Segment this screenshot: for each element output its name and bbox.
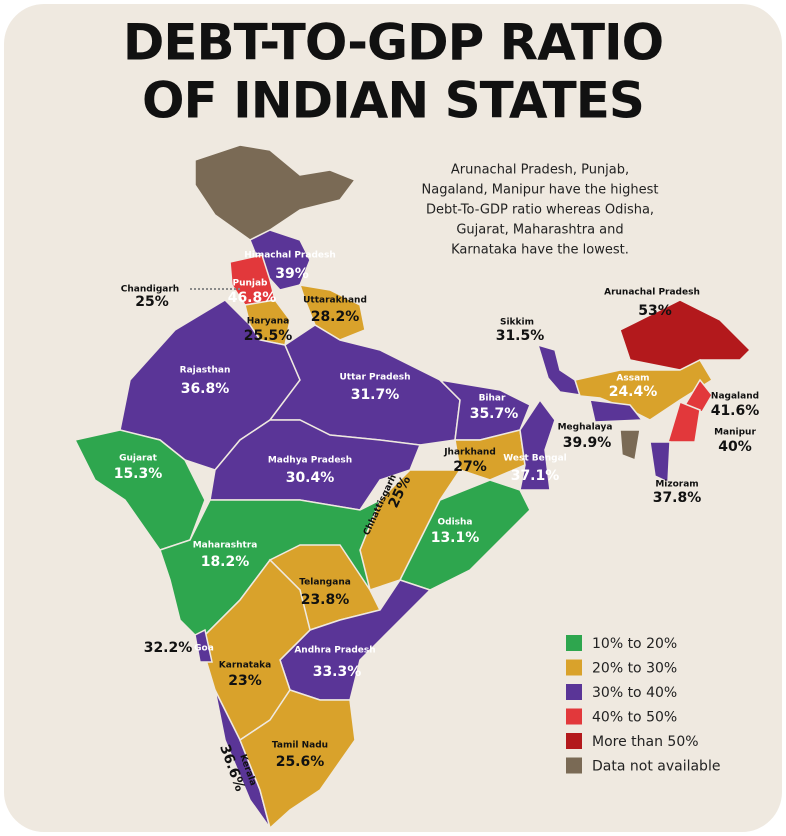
state-value: 40% — [718, 439, 752, 455]
state-value: 39% — [275, 266, 309, 282]
state-name: Himachal Pradesh — [244, 251, 336, 261]
state-name: Goa — [194, 644, 214, 654]
region — [666, 400, 701, 443]
state-value: 27% — [453, 459, 487, 475]
region — [73, 429, 206, 551]
state-value: 39.9% — [563, 435, 612, 451]
legend-label: More than 50% — [592, 734, 699, 750]
state-name: Manipur — [714, 428, 756, 438]
state-name: Bihar — [479, 394, 506, 404]
region — [298, 284, 366, 341]
region — [239, 689, 356, 830]
state-name: Assam — [616, 374, 649, 384]
state-name: Madhya Pradesh — [268, 456, 352, 466]
title: DEBT-TO-GDP RATIO — [123, 14, 663, 72]
state-name: Chandigarh — [121, 285, 179, 295]
state-value: 41.6% — [711, 403, 760, 419]
state-name: Karnataka — [219, 661, 271, 671]
state-value: 33.3% — [313, 664, 362, 680]
legend-label: 20% to 30% — [592, 661, 677, 677]
legend-label: 10% to 20% — [592, 636, 677, 652]
state-name: Haryana — [247, 317, 289, 327]
state-value: 23.8% — [301, 592, 350, 608]
state-value: 23% — [228, 673, 262, 689]
legend-label: 40% to 50% — [592, 710, 677, 726]
state-value: 46.8% — [228, 290, 277, 306]
state-value: 36.8% — [181, 381, 230, 397]
map — [73, 144, 752, 830]
note-line: Gujarat, Maharashtra and — [456, 223, 623, 238]
state-value: 31.5% — [496, 328, 545, 344]
state-value: 25.5% — [244, 328, 293, 344]
state-name: Maharashtra — [193, 541, 258, 551]
legend-swatch — [566, 733, 582, 749]
state-value: 28.2% — [311, 309, 360, 325]
note-line: Arunachal Pradesh, Punjab, — [451, 163, 629, 178]
note-line: Nagaland, Manipur have the highest — [422, 183, 659, 198]
legend: 10% to 20% 20% to 30% 30% to 40% 40% to 50%… — [566, 635, 720, 775]
state-name: Punjab — [232, 279, 268, 289]
state-value: 37.8% — [653, 490, 702, 506]
state-value: 32.2% — [144, 640, 193, 656]
region — [194, 628, 213, 663]
region — [398, 479, 531, 591]
state-name: Arunachal Pradesh — [604, 288, 700, 298]
state-value: 30.4% — [286, 470, 335, 486]
state-value: 25.6% — [276, 754, 325, 770]
state-name: Mizoram — [655, 480, 698, 490]
state-name: Nagaland — [711, 392, 759, 402]
state-name: West Bengal — [503, 454, 566, 464]
state-name: Andhra Pradesh — [294, 646, 375, 656]
state-value: 24.4% — [609, 384, 658, 400]
region — [574, 359, 714, 421]
legend-label: Data not available — [592, 759, 720, 775]
state-name: Jharkhand — [443, 448, 496, 458]
state-value: 15.3% — [114, 466, 163, 482]
title: OF INDIAN STATES — [142, 72, 644, 130]
note-line: Karnataka have the lowest. — [451, 243, 629, 258]
state-name: Meghalaya — [558, 423, 613, 433]
state-value: 53% — [638, 303, 672, 319]
legend-swatch — [566, 708, 582, 725]
note: Arunachal Pradesh, Punjab, Nagaland, Man… — [422, 163, 659, 258]
region — [589, 399, 644, 423]
region — [619, 429, 641, 462]
note-line: Debt-To-GDP ratio whereas Odisha, — [426, 203, 654, 218]
region — [619, 299, 752, 371]
state-name: Odisha — [437, 518, 472, 528]
state-value: 37.1% — [511, 468, 560, 484]
region — [519, 398, 556, 491]
region — [683, 378, 713, 413]
state-name: Gujarat — [119, 454, 157, 464]
legend-label: 30% to 40% — [592, 685, 677, 701]
state-value: 13.1% — [431, 530, 480, 546]
state-name: Rajasthan — [180, 366, 231, 376]
legend-swatch — [566, 635, 582, 651]
region — [194, 144, 357, 241]
legend-swatch — [566, 684, 582, 700]
state-value: 35.7% — [470, 406, 519, 422]
legend-swatch — [566, 757, 582, 774]
state-name: Sikkim — [500, 318, 534, 328]
state-value: 31.7% — [351, 387, 400, 403]
state-value: 25% — [135, 294, 169, 310]
state-name: Telangana — [299, 578, 351, 588]
state-name: Uttarakhand — [303, 296, 367, 306]
state-name: Uttar Pradesh — [340, 373, 411, 383]
state-value: 18.2% — [201, 554, 250, 570]
region — [649, 441, 671, 484]
legend-swatch — [566, 659, 582, 676]
state-name: Tamil Nadu — [272, 741, 328, 751]
